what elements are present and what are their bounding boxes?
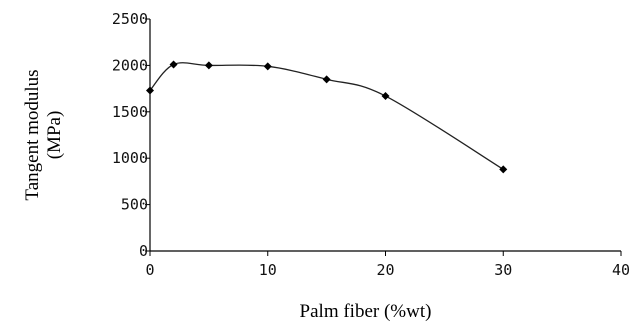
data-point xyxy=(323,75,331,83)
y-tick-label: 1500 xyxy=(112,103,148,121)
x-axis-ticks: 0 10 20 30 40 xyxy=(145,251,630,279)
data-point xyxy=(205,61,213,69)
data-point xyxy=(499,165,507,173)
data-point xyxy=(382,92,390,100)
y-tick-label: 2000 xyxy=(112,56,148,74)
y-tick-label: 1000 xyxy=(112,149,148,167)
data-point xyxy=(264,62,272,70)
y-axis-label-line: (MPa) xyxy=(44,111,65,160)
series-points xyxy=(146,60,507,173)
y-tick-label: 500 xyxy=(121,196,148,214)
x-tick-label: 0 xyxy=(145,261,154,279)
x-tick-label: 20 xyxy=(376,261,394,279)
x-tick-label: 40 xyxy=(612,261,630,279)
y-axis-label: Tangent modulus (MPa) xyxy=(22,69,65,200)
x-tick-label: 10 xyxy=(259,261,277,279)
x-axis-label: Palm fiber (%wt) xyxy=(300,301,432,322)
y-tick-label: 2500 xyxy=(112,10,148,28)
y-axis-label-line: Tangent modulus xyxy=(22,69,43,200)
data-point xyxy=(170,60,178,68)
x-tick-label: 30 xyxy=(494,261,512,279)
y-axis-ticks: 0 500 1000 1500 2000 2500 xyxy=(112,10,150,260)
y-tick-label: 0 xyxy=(139,242,148,260)
